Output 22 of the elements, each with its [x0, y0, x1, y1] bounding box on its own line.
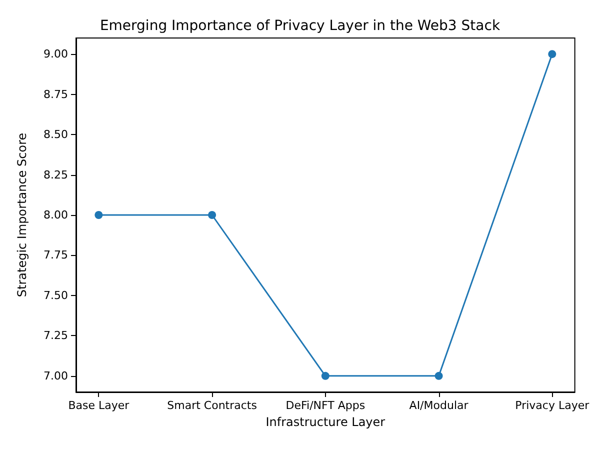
y-axis-title: Strategic Importance Score	[15, 132, 29, 298]
x-tick-label: Smart Contracts	[167, 399, 258, 412]
chart-title: Emerging Importance of Privacy Layer in the Web3 Stack	[100, 18, 501, 34]
x-axis-title: Infrastructure Layer	[266, 415, 386, 429]
y-tick-label: 8.75	[44, 88, 68, 101]
point	[208, 211, 216, 219]
point	[434, 372, 443, 380]
point	[94, 211, 103, 219]
y-tick-label: 8.25	[44, 168, 68, 182]
point	[548, 50, 556, 58]
y-tick-label: 7.25	[44, 329, 68, 342]
y-tick-label: 7.50	[44, 288, 68, 302]
x-tick-label: Privacy Layer	[515, 399, 590, 412]
x-tick-label: AI/Modular	[409, 399, 469, 412]
x-tick-label: Base Layer	[68, 399, 130, 412]
y-tick-label: 8.00	[44, 208, 68, 222]
y-tick-label: 7.00	[44, 369, 68, 382]
y-tick-label: 9.00	[44, 48, 68, 61]
x-tick-label: DeFi/NFT Apps	[286, 399, 366, 412]
y-tick-label: 8.50	[44, 128, 68, 142]
point	[321, 372, 330, 380]
y-tick-label: 7.75	[44, 248, 68, 262]
